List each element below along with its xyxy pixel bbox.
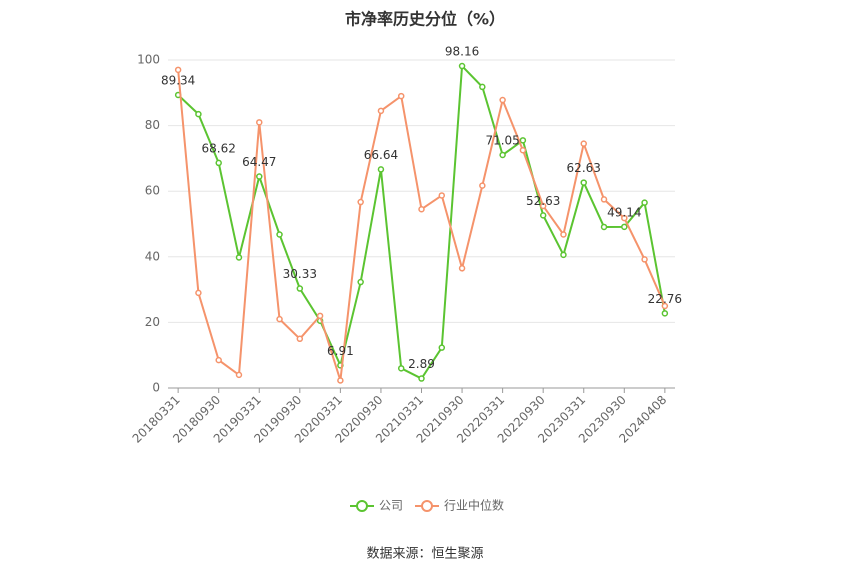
data-label: 89.34 bbox=[161, 73, 195, 87]
point bbox=[397, 92, 405, 100]
point bbox=[580, 179, 587, 186]
legend-label: 公司 bbox=[379, 499, 403, 513]
series-line bbox=[177, 69, 666, 381]
y-tick-label: 40 bbox=[145, 249, 160, 263]
point bbox=[276, 315, 283, 323]
point bbox=[479, 83, 486, 91]
point bbox=[215, 356, 222, 364]
point bbox=[661, 310, 669, 317]
point bbox=[560, 251, 567, 259]
point bbox=[539, 202, 547, 210]
point bbox=[621, 223, 628, 231]
point bbox=[560, 231, 567, 238]
point bbox=[519, 146, 527, 154]
point bbox=[276, 231, 283, 238]
data-label: 64.47 bbox=[242, 155, 276, 169]
point bbox=[256, 173, 263, 180]
data-label: 71.05 bbox=[485, 133, 519, 147]
point bbox=[621, 214, 628, 222]
point bbox=[357, 198, 364, 206]
y-tick-label: 80 bbox=[145, 118, 160, 132]
point bbox=[337, 377, 344, 384]
data-label: 68.62 bbox=[202, 141, 236, 155]
legend-marker bbox=[356, 500, 368, 512]
data-label: 6.91 bbox=[327, 344, 354, 358]
data-label: 30.33 bbox=[283, 267, 317, 281]
data-label: 49.14 bbox=[607, 205, 641, 219]
point bbox=[479, 182, 486, 189]
point bbox=[195, 289, 202, 297]
point bbox=[195, 110, 202, 118]
point bbox=[296, 335, 304, 343]
point bbox=[256, 119, 263, 126]
point bbox=[580, 140, 587, 147]
point bbox=[458, 265, 466, 272]
point bbox=[519, 137, 527, 144]
point bbox=[235, 371, 243, 379]
chart-title: 市净率历史分位（%） bbox=[345, 10, 505, 29]
point bbox=[397, 365, 405, 372]
data-label: 66.64 bbox=[364, 148, 398, 162]
legend-marker bbox=[421, 500, 433, 512]
point bbox=[661, 302, 669, 310]
legend-label: 行业中位数 bbox=[444, 498, 504, 513]
point bbox=[357, 278, 364, 286]
data-label: 22.76 bbox=[648, 292, 682, 306]
point bbox=[418, 205, 425, 213]
source-note: 数据来源：恒生聚源 bbox=[366, 547, 483, 562]
y-tick-label: 20 bbox=[145, 315, 160, 329]
point bbox=[499, 96, 506, 104]
point bbox=[296, 285, 304, 292]
data-label: 52.63 bbox=[526, 194, 560, 208]
point bbox=[174, 66, 182, 74]
data-label: 98.16 bbox=[445, 45, 479, 59]
point bbox=[377, 166, 385, 173]
point bbox=[458, 62, 466, 70]
point bbox=[539, 212, 547, 219]
point bbox=[641, 256, 648, 263]
point bbox=[377, 107, 385, 115]
point bbox=[235, 254, 243, 261]
point bbox=[438, 192, 446, 199]
point bbox=[215, 159, 222, 167]
y-tick-label: 60 bbox=[145, 184, 160, 198]
data-label: 62.63 bbox=[567, 161, 601, 175]
point bbox=[600, 223, 608, 231]
y-tick-label: 0 bbox=[152, 381, 160, 395]
point bbox=[499, 151, 506, 159]
point bbox=[316, 312, 324, 320]
y-tick-label: 100 bbox=[137, 53, 160, 67]
point bbox=[641, 199, 648, 206]
point bbox=[418, 375, 425, 382]
point bbox=[600, 196, 608, 203]
data-label: 2.89 bbox=[408, 357, 435, 371]
point bbox=[438, 344, 446, 351]
